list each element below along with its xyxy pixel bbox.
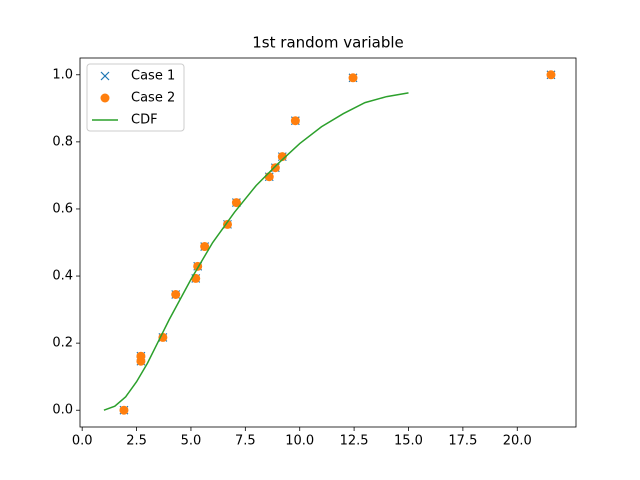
point-circle (264, 172, 274, 182)
point-circle (348, 73, 358, 83)
legend-box (86, 63, 185, 132)
point-circle (546, 70, 556, 80)
point-circle (171, 289, 181, 299)
y-tick-label: 1.0 (52, 67, 73, 82)
x-tick-label: 10.0 (285, 434, 314, 449)
point-circle (290, 116, 300, 126)
x-tick-label: 5.0 (181, 434, 202, 449)
marker-stroke (100, 71, 110, 81)
point-circle (270, 163, 280, 173)
x-tick-label: 7.5 (235, 434, 256, 449)
point-circle (277, 152, 287, 162)
point-circle (136, 351, 146, 361)
y-tick-label: 0.6 (52, 201, 73, 216)
point-x (100, 71, 110, 81)
point-circle (119, 405, 129, 415)
cdf-line (103, 92, 409, 411)
y-tick-label: 0.0 (52, 403, 73, 418)
point-circle (231, 198, 241, 208)
legend-label: Case 2 (131, 91, 175, 106)
x-tick-label: 12.5 (340, 434, 369, 449)
axes-frame (79, 57, 577, 428)
x-tick-label: 15.0 (394, 434, 423, 449)
y-tick-label: 0.2 (52, 336, 73, 351)
x-tick-label: 20.0 (503, 434, 532, 449)
point-circle (100, 93, 110, 103)
legend-label: CDF (131, 113, 158, 128)
legend-label: Case 1 (131, 69, 175, 84)
point-circle (200, 242, 210, 252)
x-tick-label: 0.0 (72, 434, 93, 449)
legend: Case 1 Case 2 CDF (86, 63, 185, 132)
y-tick-label: 0.4 (52, 269, 73, 284)
x-tick-label: 17.5 (448, 434, 477, 449)
x-tick-label: 2.5 (126, 434, 147, 449)
point-circle (222, 219, 232, 229)
series-points (119, 70, 556, 415)
chart-title: 1st random variable (252, 34, 403, 52)
y-tick-label: 0.8 (52, 134, 73, 149)
